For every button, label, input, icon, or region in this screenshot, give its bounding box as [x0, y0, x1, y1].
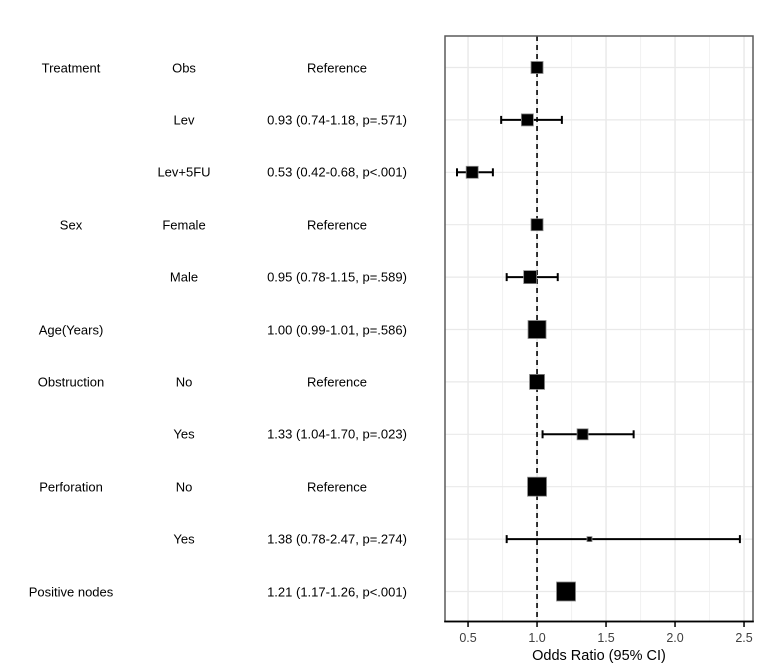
or-point-square	[523, 270, 538, 285]
table-row: Obstruction No Reference	[0, 355, 445, 408]
table-row: Lev+5FU 0.53 (0.42-0.68, p<.001)	[0, 146, 445, 199]
table-row: Perforation No Reference	[0, 460, 445, 513]
estimate-label: 0.53 (0.42-0.68, p<.001)	[267, 164, 407, 180]
level-label: No	[175, 374, 193, 390]
or-point-square	[530, 218, 544, 232]
variable-label: Sex	[59, 217, 83, 233]
variable-label: Obstruction	[37, 374, 105, 390]
table-row: Treatment Obs Reference	[0, 41, 445, 94]
or-point-square	[527, 320, 547, 339]
level-label: Lev	[173, 112, 195, 128]
level-label: No	[175, 479, 193, 495]
variable-label: Treatment	[41, 60, 101, 75]
level-label: Lev+5FU	[157, 164, 211, 180]
or-point-square	[529, 373, 545, 390]
level-label: Female	[162, 217, 206, 233]
or-point-square	[576, 428, 589, 441]
estimate-label: 1.00 (0.99-1.01, p=.586)	[267, 322, 407, 337]
level-label: Yes	[173, 426, 195, 442]
estimate-label: 1.33 (1.04-1.70, p=.023)	[267, 426, 407, 442]
table-row: Positive nodes 1.21 (1.17-1.26, p<.001)	[0, 565, 445, 618]
estimate-label: 0.95 (0.78-1.15, p=.589)	[267, 269, 407, 285]
estimate-label: 1.21 (1.17-1.26, p<.001)	[267, 584, 407, 599]
estimate-label: Reference	[307, 60, 367, 75]
forest-plot-row-labels: Treatment Obs Reference Lev 0.93 (0.74-1.18,…	[0, 41, 445, 618]
x-tick-label: 0.5	[459, 631, 476, 645]
panel-background	[445, 36, 753, 622]
or-point-square	[520, 113, 534, 127]
table-row: Lev 0.93 (0.74-1.18, p=.571)	[0, 93, 445, 146]
x-tick-label: 1.0	[528, 631, 545, 645]
x-tick-label: 2.0	[666, 631, 683, 645]
x-tick-label: 2.5	[735, 631, 752, 645]
table-row: Sex Female Reference	[0, 198, 445, 251]
or-point-square	[556, 581, 576, 602]
level-label: Yes	[173, 531, 195, 547]
estimate-label: 1.38 (0.78-2.47, p=.274)	[267, 531, 407, 547]
table-row: Yes 1.38 (0.78-2.47, p=.274)	[0, 513, 445, 566]
table-row: Yes 1.33 (1.04-1.70, p=.023)	[0, 408, 445, 461]
variable-label: Perforation	[39, 479, 103, 495]
estimate-label: Reference	[307, 479, 367, 495]
table-row: Male 0.95 (0.78-1.15, p=.589)	[0, 251, 445, 304]
estimate-label: Reference	[307, 374, 367, 390]
variable-label: Age(Years)	[38, 322, 104, 337]
or-point-square	[530, 61, 544, 74]
level-label: Obs	[172, 60, 196, 75]
variable-label: Positive nodes	[28, 584, 114, 599]
or-point-square	[586, 536, 593, 542]
estimate-label: Reference	[307, 217, 367, 233]
estimate-label: 0.93 (0.74-1.18, p=.571)	[267, 112, 407, 128]
or-point-square	[527, 476, 547, 497]
x-axis-title: Odds Ratio (95% CI)	[532, 648, 666, 664]
table-row: Age(Years) 1.00 (0.99-1.01, p=.586)	[0, 303, 445, 356]
x-tick-label: 1.5	[597, 631, 614, 645]
or-point-square	[465, 165, 479, 179]
level-label: Male	[169, 269, 199, 285]
